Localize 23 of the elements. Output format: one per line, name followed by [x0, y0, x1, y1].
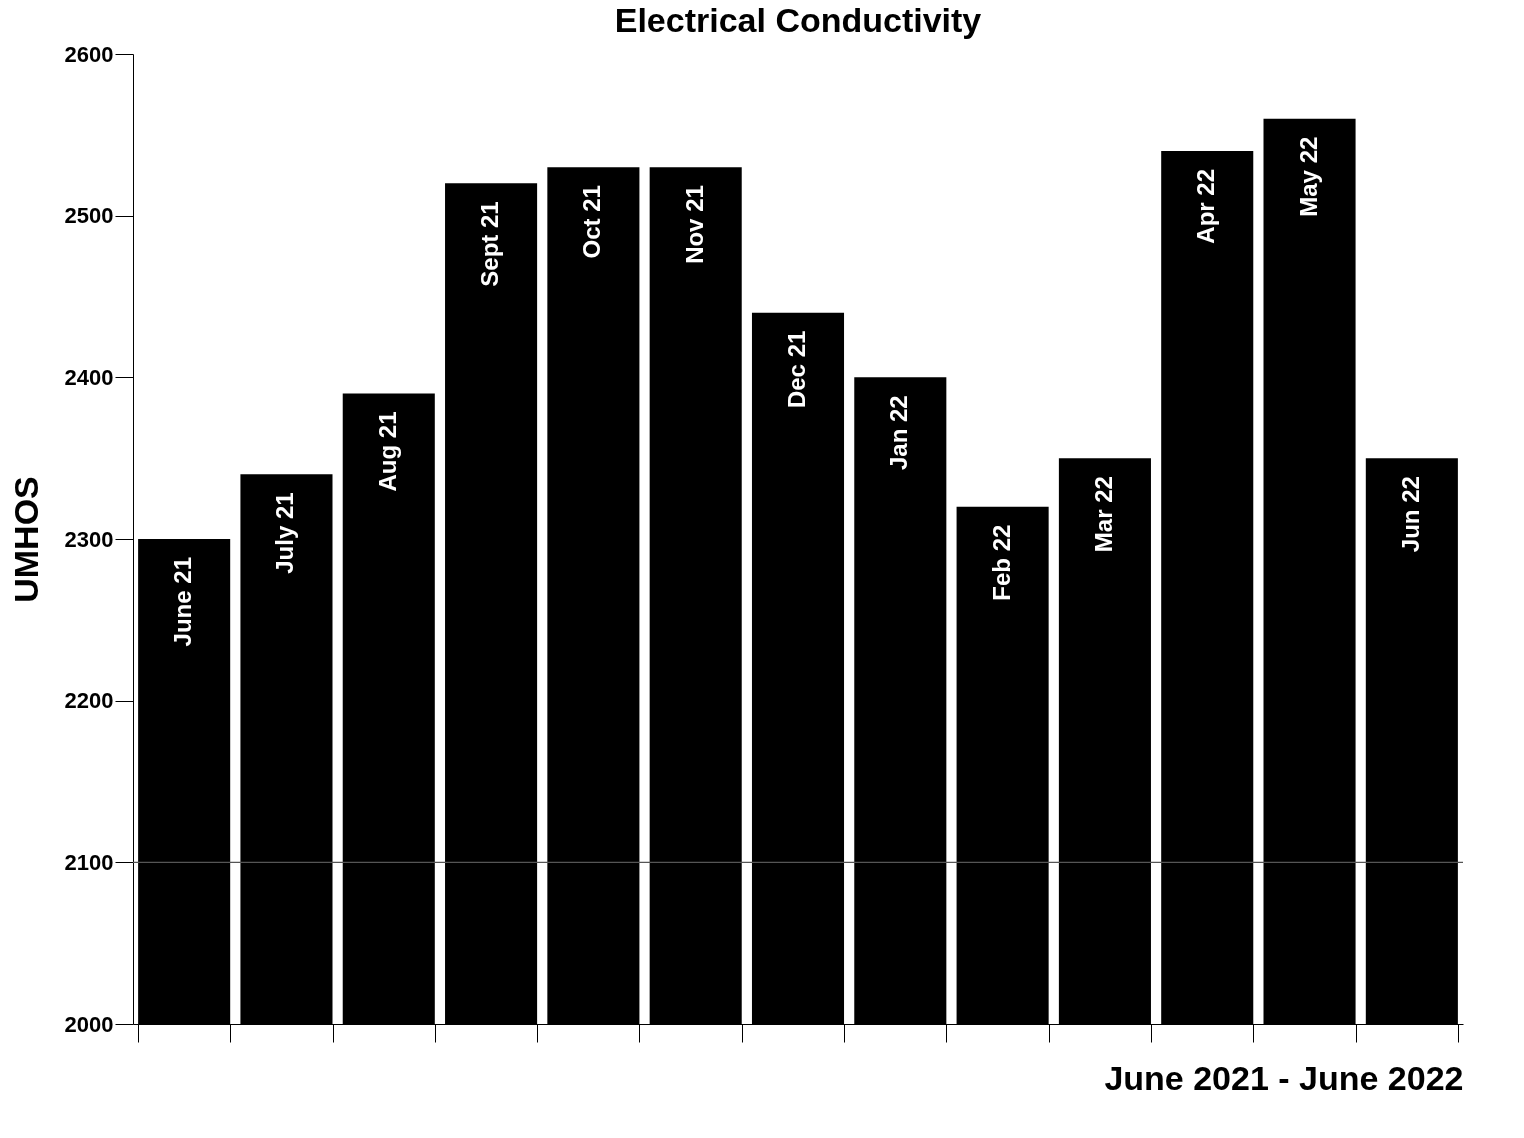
x-tick-label: Feb 22 [987, 524, 1015, 601]
x-tick-label: May 22 [1294, 136, 1322, 217]
x-tick-label: Mar 22 [1089, 476, 1117, 553]
y-tick-label: 2500 [64, 203, 114, 229]
x-tick-label: Aug 21 [373, 411, 401, 492]
y-tick-label: 2000 [64, 1011, 114, 1037]
x-tick-label: Nov 21 [680, 185, 708, 264]
x-axis-title: June 2021 - June 2022 [1104, 1059, 1464, 1097]
x-tick-label: Sept 21 [476, 201, 504, 287]
x-tick-label: June 21 [169, 557, 197, 647]
y-axis-title: UMHOS [6, 476, 45, 603]
x-tick-label: Jun 22 [1396, 476, 1424, 553]
y-tick-label: 2400 [64, 364, 114, 390]
y-tick-label: 2300 [64, 526, 114, 552]
chart-title: Electrical Conductivity [614, 1, 982, 39]
y-tick-label: 2200 [64, 688, 114, 714]
x-tick-label: July 21 [271, 492, 299, 574]
y-tick-label: 2600 [64, 41, 114, 67]
x-tick-label: Jan 22 [885, 395, 913, 471]
x-tick-label: Apr 22 [1192, 169, 1220, 244]
x-tick-label: Dec 21 [783, 330, 810, 409]
x-tick-label: Oct 21 [578, 185, 606, 259]
y-tick-label: 2100 [64, 849, 114, 875]
